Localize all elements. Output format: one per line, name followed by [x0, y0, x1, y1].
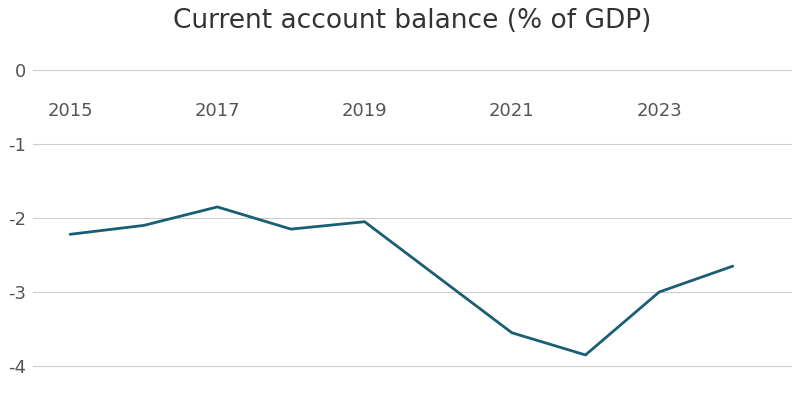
Text: 2017: 2017 [194, 102, 240, 120]
Text: 2015: 2015 [47, 102, 93, 120]
Title: Current account balance (% of GDP): Current account balance (% of GDP) [174, 8, 652, 34]
Text: 2021: 2021 [489, 102, 534, 120]
Text: 2023: 2023 [636, 102, 682, 120]
Text: 2019: 2019 [342, 102, 387, 120]
